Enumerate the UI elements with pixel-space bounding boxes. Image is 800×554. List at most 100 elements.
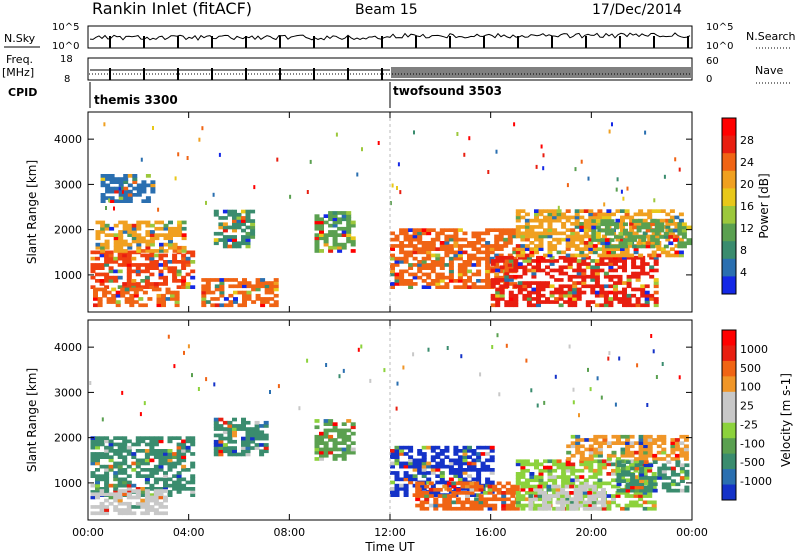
power-cell-r3 [260, 300, 266, 304]
power-cell-r2 [156, 297, 162, 301]
velocity-cell-r0 [167, 439, 173, 444]
power-cell-r7 [545, 265, 550, 270]
velocity-cell-r6 [570, 465, 576, 470]
velocity-cell-r4 [439, 480, 445, 485]
power-cell-r7 [495, 259, 501, 263]
power-cell-r7 [567, 259, 573, 263]
power-cell-r7 [563, 265, 569, 270]
power-cell-r1 [181, 220, 187, 225]
power-cell-r1 [149, 236, 155, 241]
power-cell-r10 [145, 196, 151, 200]
velocity-cell-r4 [471, 458, 477, 463]
power-scatter-cell [616, 177, 619, 182]
velocity-cell-r0 [126, 480, 132, 485]
velocity-cell-r7 [582, 506, 588, 511]
power-cell-r6 [462, 260, 468, 264]
velocity-cell-r9 [634, 466, 640, 471]
power-cell-r8 [574, 225, 580, 229]
power-cell-r0 [135, 285, 141, 289]
power-cell-r10 [123, 174, 129, 178]
power-cell-r0 [126, 275, 132, 280]
power-cell-r7 [508, 274, 514, 279]
power-scatter-cell [289, 194, 292, 199]
velocity-cell-r8 [584, 438, 590, 442]
velocity-cell-r8 [579, 438, 585, 442]
power-cell-r6 [417, 260, 423, 264]
power-cell-r8 [638, 209, 644, 213]
velocity-cell-r0 [144, 449, 150, 453]
power-cell-r0 [108, 279, 114, 283]
velocity-cell-r6 [601, 481, 607, 486]
power-cell-r7 [653, 278, 659, 282]
velocity-cell-r4 [462, 477, 468, 482]
power-cell-r8 [597, 247, 603, 251]
velocity-cell-r4 [408, 461, 414, 466]
velocity-cell-r4 [417, 458, 423, 463]
velocity-cell-r4 [462, 445, 468, 450]
velocity-scatter-cell [121, 390, 124, 395]
power-cell-r5 [341, 230, 347, 234]
power-cell-r7 [522, 271, 528, 276]
power-cell-r0 [117, 263, 123, 267]
power-cell-r4 [250, 231, 256, 236]
power-cell-r4 [222, 209, 228, 214]
power-cell-r0 [181, 285, 187, 289]
velocity-cell-r5 [487, 491, 493, 495]
velocity-cell-r4 [403, 493, 409, 497]
velocity-cell-r5 [505, 497, 511, 502]
power-cell-r9 [614, 222, 619, 227]
velocity-cell-r9 [661, 472, 667, 477]
power-cell-r8 [543, 228, 548, 232]
power-colorbar-segment [722, 188, 736, 207]
velocity-cell-r5 [419, 506, 425, 511]
velocity-cell-r4 [489, 458, 495, 463]
power-cell-r7 [504, 255, 510, 260]
velocity-cell-r8 [647, 434, 653, 439]
power-cell-r6 [485, 256, 491, 261]
velocity-scatter-cell [446, 346, 449, 350]
power-cell-r10 [132, 186, 138, 191]
power-cell-r8 [624, 234, 630, 239]
velocity-cell-r3 [341, 441, 347, 445]
power-cell-r7 [513, 300, 519, 304]
velocity-cell-r4 [476, 455, 482, 459]
velocity-scatter-cell [277, 384, 280, 389]
power-cell-r8 [633, 212, 639, 217]
power-cell-r2 [102, 293, 108, 298]
velocity-colorbar-label: Velocity [m s-1] [779, 373, 793, 467]
velocity-cell-r4 [399, 445, 405, 450]
power-cell-r6 [444, 285, 450, 289]
power-scatter-cell [540, 144, 543, 149]
power-cell-r5 [328, 211, 334, 215]
power-cell-r9 [645, 228, 651, 233]
velocity-cell-r0 [126, 439, 132, 444]
power-cell-r8 [638, 237, 644, 242]
velocity-cell-r3 [337, 434, 343, 439]
power-cell-r7 [572, 255, 578, 260]
velocity-cell-r7 [582, 491, 588, 495]
velocity-cell-r2 [245, 420, 251, 425]
velocity-cell-r0 [104, 464, 110, 469]
power-cell-r6 [471, 263, 477, 267]
power-cell-r7 [526, 300, 532, 304]
velocity-cell-r1 [108, 495, 114, 500]
velocity-cell-r4 [462, 468, 468, 472]
velocity-cell-r0 [126, 483, 132, 488]
velocity-cell-r0 [167, 449, 173, 453]
velocity-cell-r7 [542, 500, 547, 505]
power-cell-r2 [111, 293, 117, 298]
velocity-scatter-cell [596, 376, 599, 381]
power-cell-r0 [90, 256, 96, 261]
power-cell-r7 [549, 268, 555, 273]
power-cell-r8 [660, 250, 666, 255]
power-cell-r6 [512, 247, 518, 251]
power-cell-r7 [508, 297, 514, 301]
velocity-colorbar-segment [722, 484, 736, 501]
velocity-cell-r2 [227, 439, 233, 444]
power-cell-r5 [332, 217, 338, 222]
power-cell-r7 [626, 284, 632, 289]
velocity-cell-r5 [433, 487, 439, 492]
power-cell-r6 [471, 272, 477, 277]
power-cell-r1 [177, 220, 183, 225]
power-cell-r8 [674, 244, 680, 248]
